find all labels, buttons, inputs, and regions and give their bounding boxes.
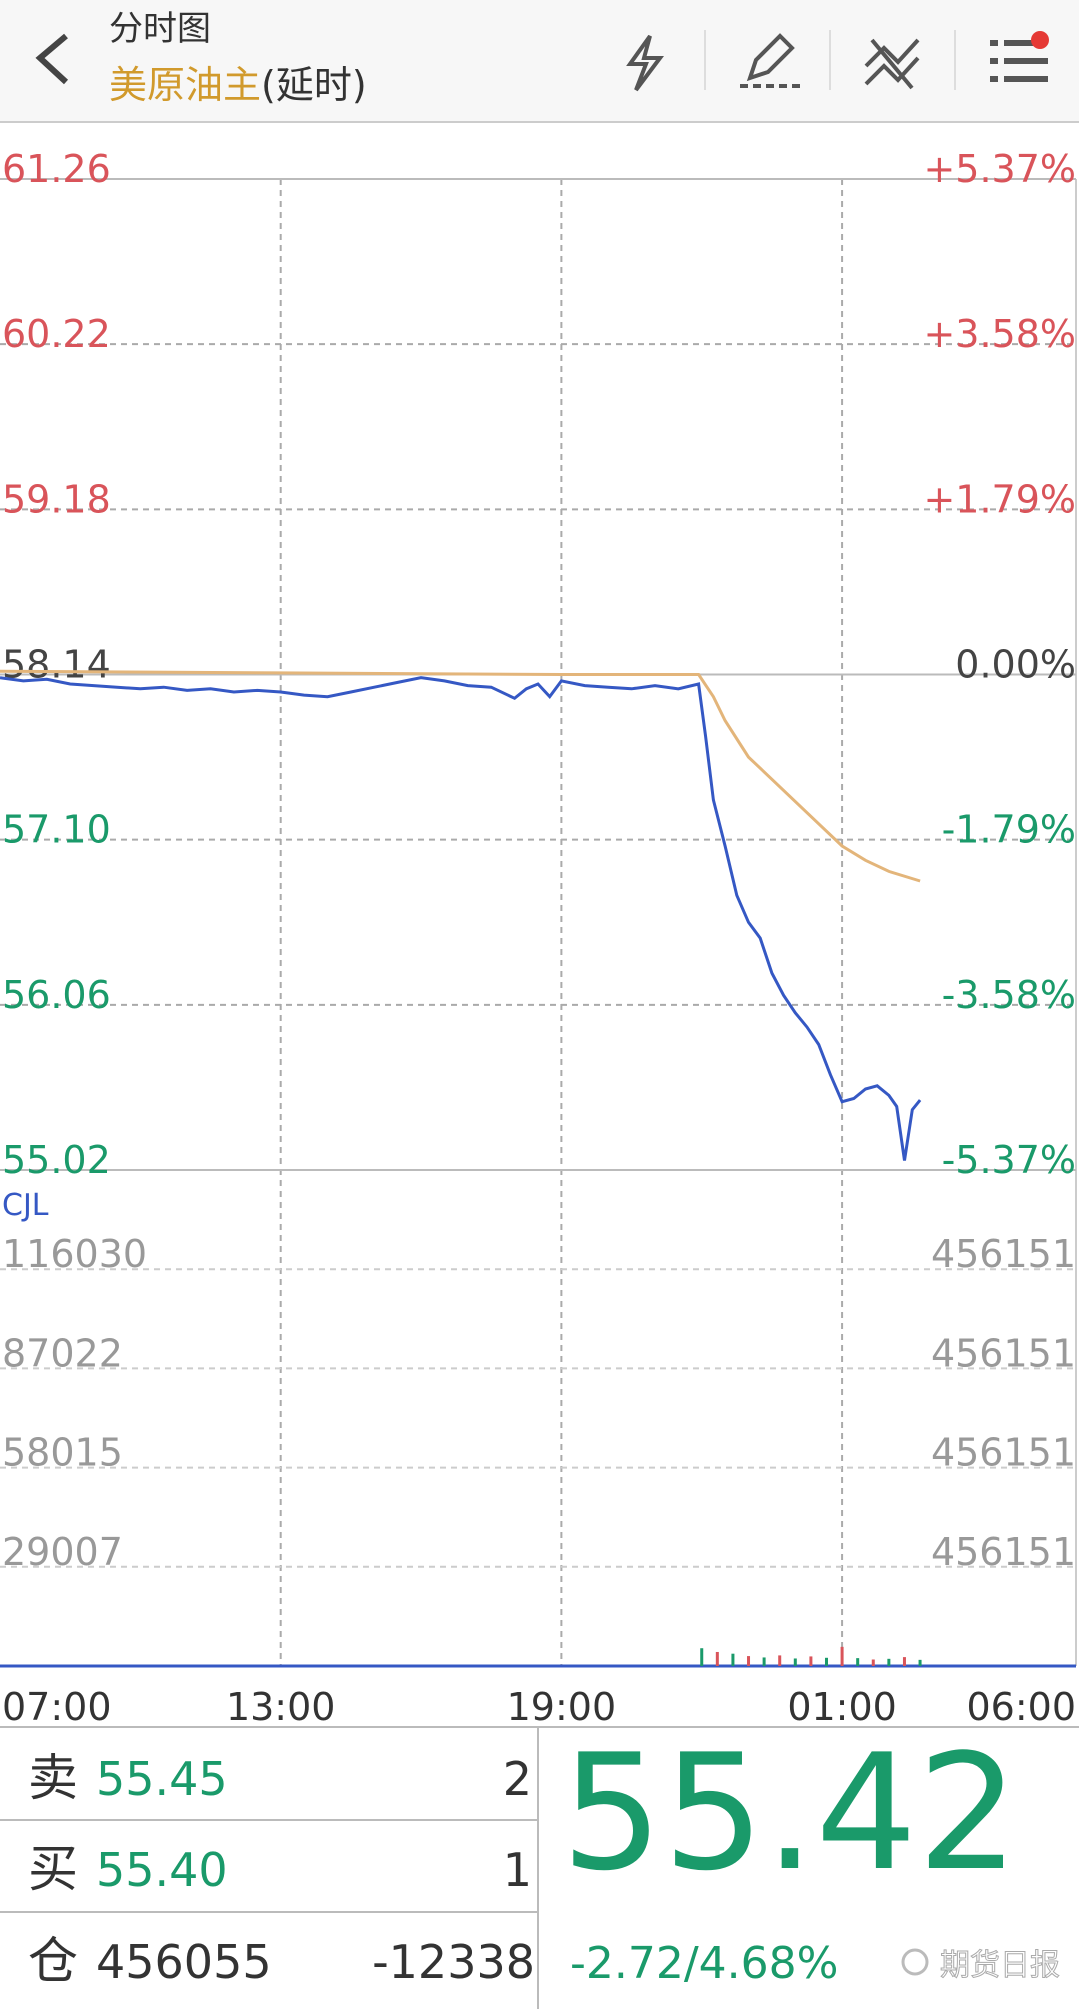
sell-label: 卖 xyxy=(28,1749,78,1807)
y-tick-label: 56.06 xyxy=(2,973,111,1017)
volume-bar xyxy=(856,1658,860,1666)
y2-tick-label: +1.79% xyxy=(923,477,1076,521)
open-interest: 456055 xyxy=(96,1935,272,1989)
y-tick-label: 58015 xyxy=(2,1431,123,1475)
menu-bar xyxy=(1004,40,1040,46)
notification-dot xyxy=(1031,31,1049,49)
symbol-line: 美原油主(延时) xyxy=(109,63,367,107)
menu-dot xyxy=(990,40,998,46)
volume-bar xyxy=(840,1646,844,1666)
x-tick-label: 13:00 xyxy=(226,1685,336,1729)
menu-icon[interactable] xyxy=(990,31,1049,82)
oi-label: 仓 xyxy=(28,1932,78,1990)
menu-bar xyxy=(1004,76,1048,82)
right-label: 456151 xyxy=(931,1232,1076,1276)
y2-tick-label: +3.58% xyxy=(923,312,1076,356)
buy-price: 55.40 xyxy=(96,1843,228,1897)
menu-dot xyxy=(990,76,998,82)
quote-panel xyxy=(0,1727,1079,2009)
draw-icon[interactable] xyxy=(746,33,795,82)
volume-bar xyxy=(824,1657,828,1666)
y2-tick-label: -3.58% xyxy=(942,973,1076,1017)
right-label: 456151 xyxy=(931,1530,1076,1574)
oi-change: -12338 xyxy=(372,1935,535,1989)
volume-bar xyxy=(778,1655,782,1666)
y2-tick-label: -5.37% xyxy=(942,1138,1076,1182)
y2-tick-label: +5.37% xyxy=(923,147,1076,191)
volume-bar xyxy=(918,1659,922,1666)
y-tick-label: 61.26 xyxy=(2,147,111,191)
buy-label: 买 xyxy=(28,1840,78,1898)
y-tick-label: 59.18 xyxy=(2,477,111,521)
price-change: -2.72/4.68% xyxy=(570,1938,838,1989)
volume-bar xyxy=(887,1658,891,1666)
right-label: 456151 xyxy=(931,1431,1076,1475)
x-tick-label: 06:00 xyxy=(966,1685,1076,1729)
menu-dot xyxy=(990,58,998,64)
page-title: 分时图 xyxy=(109,9,211,49)
watermark: 期货日报 xyxy=(940,1948,1060,1983)
y-tick-label: 60.22 xyxy=(2,312,111,356)
volume-bar xyxy=(762,1657,766,1666)
indicator-icon[interactable] xyxy=(864,38,920,90)
watermark-icon xyxy=(901,1948,929,1976)
y-tick-label: 57.10 xyxy=(2,808,111,852)
sell-qty: 2 xyxy=(503,1752,532,1806)
delay-note: (延时) xyxy=(261,63,367,107)
symbol: 美原油主 xyxy=(109,63,261,107)
volume-bar xyxy=(700,1648,704,1666)
last-price: 55.42 xyxy=(561,1719,1019,1906)
y-tick-label: 116030 xyxy=(2,1232,147,1276)
y2-tick-label: 0.00% xyxy=(955,643,1076,687)
volume-bar xyxy=(902,1657,906,1666)
volume-bar xyxy=(809,1656,813,1666)
y-tick-label: 55.02 xyxy=(2,1138,111,1182)
flash-icon[interactable] xyxy=(626,34,664,92)
volume-bar xyxy=(715,1651,719,1666)
back-button[interactable] xyxy=(35,33,69,85)
volume-bar xyxy=(793,1658,797,1666)
buy-qty: 1 xyxy=(503,1843,532,1897)
volume-bar xyxy=(747,1656,751,1666)
x-tick-label: 07:00 xyxy=(2,1685,112,1729)
menu-bar xyxy=(1004,58,1048,64)
x-tick-label: 01:00 xyxy=(787,1685,897,1729)
volume-bar xyxy=(731,1653,735,1666)
price-line xyxy=(0,669,921,883)
price-line xyxy=(0,676,922,1161)
right-label: 456151 xyxy=(931,1331,1076,1375)
y-tick-label: 87022 xyxy=(2,1331,123,1375)
y-tick-label: 29007 xyxy=(2,1530,123,1574)
volume-title: CJL xyxy=(2,1188,49,1223)
x-tick-label: 19:00 xyxy=(507,1685,617,1729)
sell-price: 55.45 xyxy=(96,1752,228,1806)
volume-bar xyxy=(871,1659,875,1666)
y2-tick-label: -1.79% xyxy=(942,808,1076,852)
